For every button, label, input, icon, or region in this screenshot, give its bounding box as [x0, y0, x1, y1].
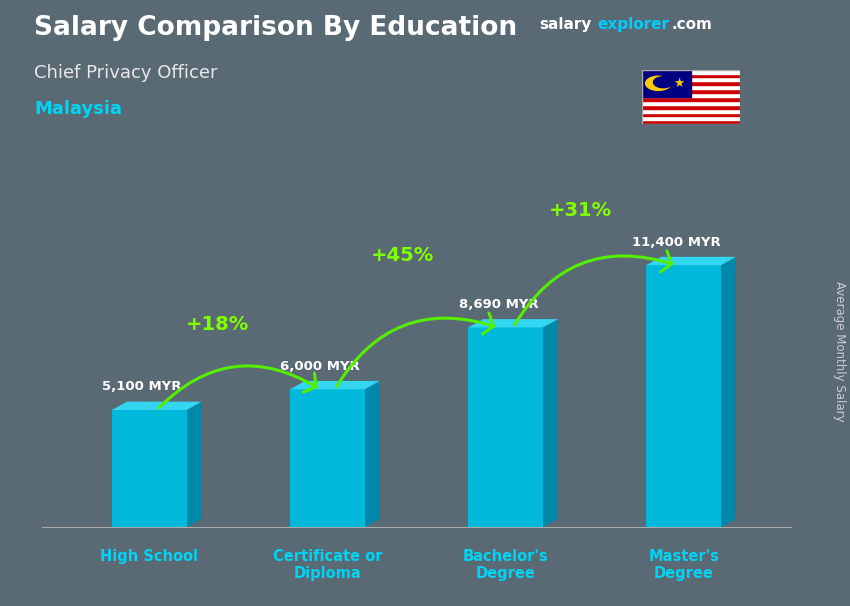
Bar [642, 78, 740, 81]
Bar [642, 70, 740, 73]
Bar [642, 97, 740, 101]
Polygon shape [112, 402, 201, 410]
Text: ★: ★ [673, 77, 684, 90]
Bar [642, 113, 740, 116]
Polygon shape [543, 319, 558, 527]
Text: +31%: +31% [549, 201, 612, 219]
Text: .com: .com [672, 17, 712, 32]
FancyBboxPatch shape [468, 327, 543, 527]
Bar [642, 89, 740, 93]
Text: Malaysia: Malaysia [34, 100, 122, 118]
Text: Average Monthly Salary: Average Monthly Salary [833, 281, 846, 422]
Polygon shape [365, 381, 380, 527]
Text: Salary Comparison By Education: Salary Comparison By Education [34, 15, 517, 41]
Text: 11,400 MYR: 11,400 MYR [632, 236, 721, 248]
Text: 8,690 MYR: 8,690 MYR [459, 298, 538, 311]
Bar [642, 70, 690, 97]
Circle shape [654, 77, 673, 88]
Bar [642, 81, 740, 85]
Polygon shape [187, 402, 201, 527]
Polygon shape [721, 257, 736, 527]
FancyBboxPatch shape [290, 389, 365, 527]
Text: explorer: explorer [598, 17, 670, 32]
FancyArrowPatch shape [337, 313, 494, 387]
Text: +45%: +45% [371, 247, 434, 265]
Text: 6,000 MYR: 6,000 MYR [280, 359, 360, 373]
Text: Chief Privacy Officer: Chief Privacy Officer [34, 64, 218, 82]
Polygon shape [468, 319, 558, 327]
FancyBboxPatch shape [112, 410, 187, 527]
Bar [642, 108, 740, 113]
FancyArrowPatch shape [514, 251, 672, 325]
Bar [642, 93, 740, 97]
Bar [642, 121, 740, 124]
Text: salary: salary [540, 17, 592, 32]
Text: 5,100 MYR: 5,100 MYR [103, 381, 182, 393]
Text: +18%: +18% [185, 316, 249, 335]
FancyBboxPatch shape [646, 265, 721, 527]
FancyArrowPatch shape [159, 366, 316, 408]
Bar [642, 85, 740, 89]
Circle shape [646, 76, 671, 90]
Bar [642, 105, 740, 108]
Polygon shape [290, 381, 380, 389]
Polygon shape [646, 257, 736, 265]
Bar [642, 101, 740, 105]
Bar [642, 73, 740, 78]
Bar [642, 116, 740, 121]
